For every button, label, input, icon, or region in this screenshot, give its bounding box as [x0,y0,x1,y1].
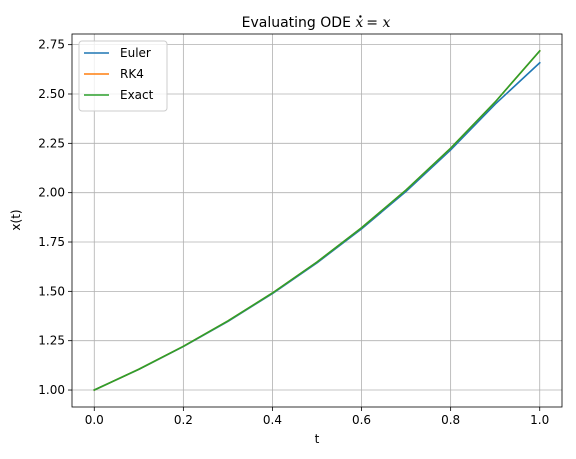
y-tick-label: 2.25 [38,136,65,150]
x-tick-label: 0.6 [352,413,371,427]
title-math-lhs: x [355,15,363,31]
legend-box [78,40,168,112]
x-tick-label: 0.8 [441,413,460,427]
legend: Euler RK4 Exact [78,40,168,112]
legend-label-rk4: RK4 [120,67,144,81]
y-tick-label: 2.50 [38,87,65,101]
x-tick-label: 0.0 [85,413,104,427]
y-ticks: 1.00 1.25 1.50 1.75 2.00 2.25 2.50 2.75 [38,38,72,397]
series-layer [93,49,541,392]
title-text: Evaluating ODE [242,15,356,31]
plot-frame [71,33,563,408]
legend-items: Euler RK4 Exact [84,46,154,102]
x-axis-label: t [315,432,320,446]
y-axis-label: x(t) [9,209,23,230]
chart-title: Evaluating ODE x = x [242,15,391,31]
y-tick-label: 2.75 [38,38,65,52]
title-math-rhs: = x [366,15,390,31]
title-dot-accent [359,15,362,18]
x-tick-label: 1.0 [530,413,549,427]
y-tick-label: 1.00 [38,383,65,397]
grid [72,34,562,407]
x-tick-label: 0.4 [263,413,282,427]
legend-label-exact: Exact [120,88,154,102]
series-line-exact [93,49,541,392]
y-tick-label: 1.75 [38,235,65,249]
legend-label-euler: Euler [120,46,151,60]
x-tick-label: 0.2 [174,413,193,427]
x-ticks: 0.0 0.2 0.4 0.6 0.8 1.0 [85,407,549,427]
y-tick-label: 1.50 [38,284,65,298]
y-tick-label: 2.00 [38,186,65,200]
y-tick-label: 1.25 [38,334,65,348]
